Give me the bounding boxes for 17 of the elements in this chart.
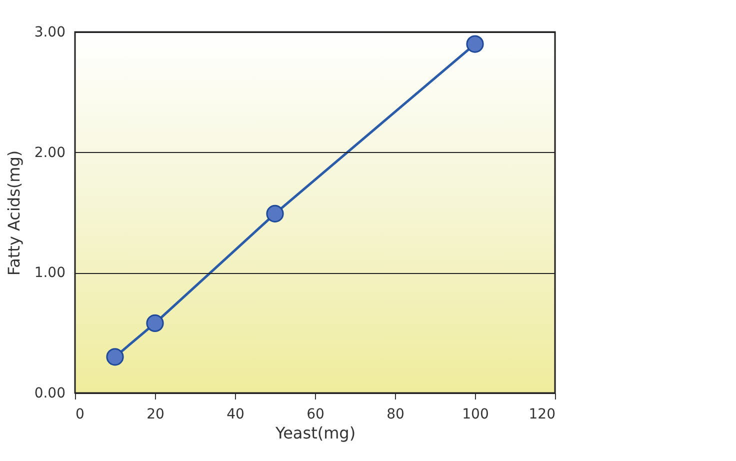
x-axis-title: Yeast(mg) <box>274 424 356 442</box>
point <box>266 204 284 222</box>
point <box>466 35 484 53</box>
x-tick-label: 40 <box>226 406 244 422</box>
x-tick-label: 0 <box>76 406 84 422</box>
point <box>106 348 124 366</box>
x-tick-label: 60 <box>306 406 324 422</box>
y-axis-title: Fatty Acids(mg) <box>4 150 24 276</box>
x-tick-label: 120 <box>528 406 556 422</box>
x-tick-label: 100 <box>462 406 489 422</box>
y-tick-label: 1.00 <box>34 265 66 282</box>
y-tick-label: 3.00 <box>34 24 66 40</box>
y-tick-label: 2.00 <box>34 144 66 161</box>
point <box>146 314 164 332</box>
x-tick-label: 80 <box>386 406 404 422</box>
x-tick-label: 20 <box>146 406 164 422</box>
y-tick-label: 0.00 <box>34 386 66 402</box>
